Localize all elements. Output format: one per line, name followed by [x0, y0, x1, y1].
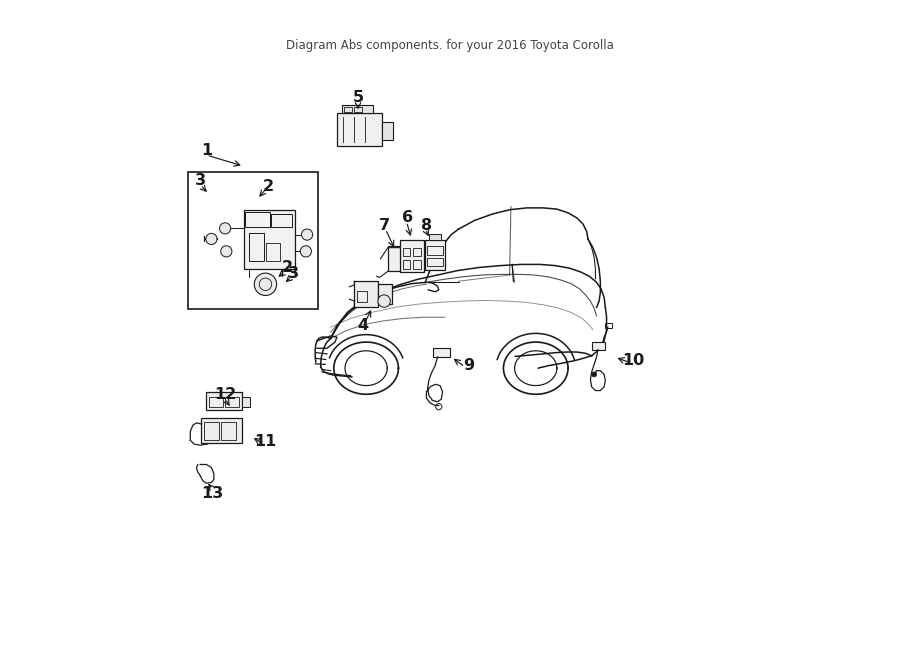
Text: 8: 8 [421, 217, 432, 233]
Text: 9: 9 [464, 358, 474, 373]
Bar [591, 342, 606, 350]
Bar [337, 114, 382, 145]
Bar [248, 233, 265, 261]
Circle shape [301, 246, 311, 257]
Bar [188, 173, 319, 309]
Circle shape [302, 229, 312, 240]
Text: 5: 5 [353, 91, 364, 105]
Bar [271, 214, 292, 227]
Bar [221, 422, 237, 440]
Text: 11: 11 [254, 434, 276, 449]
Bar [427, 258, 443, 266]
Bar [355, 107, 362, 112]
Bar [245, 212, 270, 227]
Circle shape [591, 372, 597, 377]
Bar [206, 392, 242, 410]
Text: 7: 7 [379, 217, 391, 233]
Bar [388, 247, 401, 271]
Bar [606, 323, 611, 329]
Circle shape [378, 295, 391, 307]
Text: Diagram Abs components. for your 2016 Toyota Corolla: Diagram Abs components. for your 2016 To… [286, 38, 614, 52]
Bar [266, 243, 280, 261]
Bar [425, 240, 445, 270]
Text: 2: 2 [263, 179, 274, 194]
Circle shape [206, 233, 217, 245]
Text: 6: 6 [402, 210, 413, 225]
Circle shape [255, 273, 276, 295]
Circle shape [220, 223, 230, 234]
Bar [242, 397, 250, 407]
Bar [427, 247, 443, 255]
Bar [382, 122, 392, 139]
Bar [202, 418, 242, 443]
Bar [345, 107, 352, 112]
Circle shape [220, 246, 232, 257]
Bar [204, 422, 219, 440]
Bar [413, 248, 421, 256]
Bar [400, 240, 424, 272]
Bar [403, 260, 410, 269]
Bar [244, 210, 294, 269]
Text: 2: 2 [282, 260, 292, 275]
Text: 13: 13 [202, 486, 224, 501]
Text: 10: 10 [622, 353, 644, 368]
Bar [209, 397, 222, 407]
Bar [355, 281, 378, 307]
Bar [342, 104, 373, 114]
Bar [403, 248, 410, 256]
Bar [356, 291, 366, 302]
Bar [429, 234, 441, 240]
Bar [413, 260, 421, 269]
Text: 3: 3 [288, 266, 299, 281]
Bar [378, 284, 392, 303]
Bar [433, 348, 450, 357]
Text: 12: 12 [214, 387, 236, 402]
Text: 1: 1 [201, 143, 212, 158]
Text: 3: 3 [194, 173, 206, 188]
Bar [225, 397, 238, 407]
Text: 4: 4 [357, 319, 369, 333]
